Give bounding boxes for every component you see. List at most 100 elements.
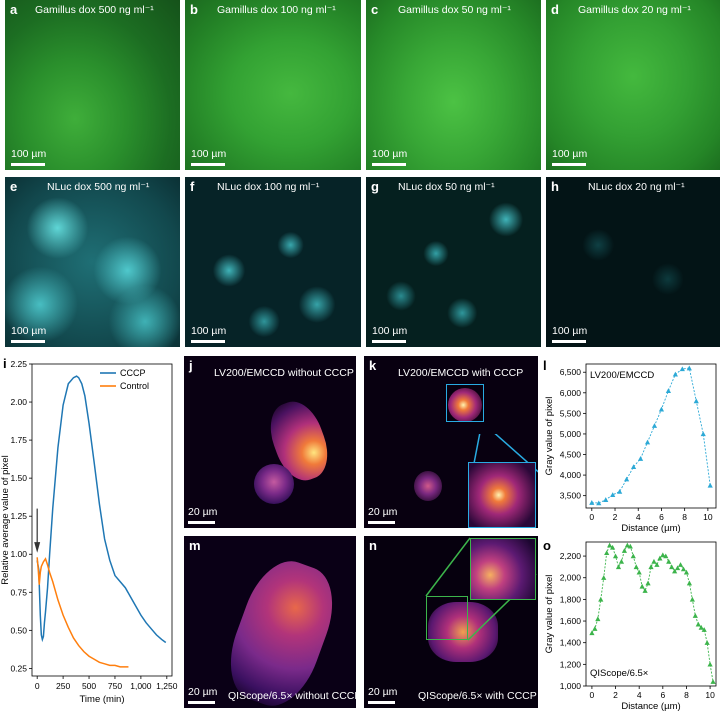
x-tick-label: 1,000 bbox=[130, 681, 152, 691]
data-point bbox=[633, 564, 639, 570]
y-tick-label: 6,000 bbox=[560, 388, 582, 398]
profile-line bbox=[591, 367, 711, 504]
y-tick-label: 1,000 bbox=[560, 681, 582, 691]
roi-box bbox=[426, 596, 468, 640]
x-tick-label: 500 bbox=[82, 681, 96, 691]
roi-box bbox=[446, 384, 484, 422]
y-tick-label: 2,000 bbox=[560, 573, 582, 583]
scale-bar-label: 20 µm bbox=[188, 506, 218, 518]
x-tick-label: 750 bbox=[108, 681, 122, 691]
data-point bbox=[637, 456, 644, 461]
panel-label-h: h bbox=[551, 179, 559, 194]
x-tick-label: 4 bbox=[637, 690, 642, 700]
plot-frame bbox=[585, 363, 717, 509]
x-tick-label: 0 bbox=[589, 512, 594, 522]
inset-zoom bbox=[470, 538, 536, 600]
y-tick-label: 0.75 bbox=[10, 587, 27, 597]
data-point bbox=[624, 542, 630, 548]
series-line-cccp bbox=[36, 375, 167, 644]
data-point bbox=[665, 388, 672, 393]
data-point bbox=[680, 566, 687, 572]
scale-bar-label: 100 µm bbox=[191, 325, 227, 337]
x-tick-label: 0 bbox=[590, 690, 595, 700]
x-tick-label: 250 bbox=[56, 681, 70, 691]
legend-label: CCCP bbox=[120, 368, 146, 378]
data-point bbox=[677, 562, 684, 567]
panel-n-image: n QIScope/6.5× with CCCP 20 µm bbox=[364, 536, 538, 708]
data-point bbox=[617, 488, 623, 494]
panel-title-n: QIScope/6.5× with CCCP bbox=[418, 690, 537, 702]
y-tick-label: 2.25 bbox=[10, 359, 27, 369]
cell-image bbox=[414, 471, 442, 501]
data-point bbox=[595, 616, 601, 622]
data-point bbox=[707, 482, 713, 488]
data-point bbox=[589, 630, 595, 636]
panel-h-image: h NLuc dox 20 ng ml⁻¹ 100 µm bbox=[546, 177, 720, 347]
panel-label-m: m bbox=[189, 538, 201, 553]
x-tick-label: 4 bbox=[636, 512, 641, 522]
data-point bbox=[621, 548, 628, 553]
panel-label-f: f bbox=[190, 179, 195, 194]
y-tick-label: 1,200 bbox=[560, 659, 582, 669]
data-point bbox=[698, 624, 704, 630]
x-axis-label: Distance (µm) bbox=[621, 523, 680, 534]
data-point bbox=[666, 558, 672, 564]
data-point bbox=[651, 558, 657, 564]
scale-bar-label: 100 µm bbox=[11, 148, 47, 160]
panel-e-image: e NLuc dox 500 ng ml⁻¹ 100 µm bbox=[5, 177, 180, 347]
chart-title: LV200/EMCCD bbox=[590, 370, 654, 381]
x-tick-label: 8 bbox=[682, 512, 687, 522]
panel-title-a: Gamillus dox 500 ng ml⁻¹ bbox=[35, 4, 154, 16]
scale-bar bbox=[372, 163, 406, 166]
data-point bbox=[693, 398, 699, 404]
panel-label-b: b bbox=[190, 2, 198, 17]
data-point bbox=[657, 555, 663, 561]
y-tick-label: 1.50 bbox=[10, 473, 27, 483]
data-point bbox=[651, 423, 658, 428]
plot-frame bbox=[585, 541, 717, 687]
panel-label-c: c bbox=[371, 2, 379, 17]
y-tick-label: 5,000 bbox=[560, 429, 582, 439]
panel-label-g: g bbox=[371, 179, 379, 194]
panel-j-image: j LV200/EMCCD without CCCP 20 µm bbox=[184, 356, 356, 528]
data-point bbox=[648, 564, 654, 570]
data-point bbox=[598, 596, 604, 602]
scale-bar-label: 100 µm bbox=[372, 148, 408, 160]
scale-bar bbox=[11, 163, 45, 166]
data-point bbox=[704, 640, 710, 645]
data-point bbox=[645, 580, 651, 586]
data-point bbox=[630, 464, 637, 470]
x-tick-label: 10 bbox=[705, 690, 715, 700]
y-tick-label: 0.25 bbox=[10, 663, 27, 673]
cell-image bbox=[216, 550, 347, 708]
cell-image bbox=[448, 388, 482, 422]
data-point bbox=[609, 544, 616, 550]
panel-k-image: k LV200/EMCCD with CCCP 20 µm bbox=[364, 356, 538, 528]
data-point bbox=[701, 627, 707, 632]
scale-bar bbox=[368, 701, 395, 704]
data-point bbox=[669, 564, 675, 570]
scale-bar-label: 20 µm bbox=[368, 686, 398, 698]
y-tick-label: 4,000 bbox=[560, 470, 582, 480]
series-line-control bbox=[36, 557, 129, 668]
chart-i: 0.25 0.50 0.75 1.00 1.25 1.50 1.75 2.00 2.25 0 250… bbox=[0, 359, 178, 705]
x-axis-label: Distance (µm) bbox=[621, 701, 680, 712]
legend-label: Control bbox=[120, 381, 149, 391]
y-tick-label: 3,500 bbox=[560, 491, 582, 501]
panel-label-n: n bbox=[369, 538, 377, 553]
data-point bbox=[618, 558, 625, 564]
data-point bbox=[692, 613, 698, 618]
y-axis-label: Gray value of pixel bbox=[544, 397, 555, 476]
scale-bar-label: 100 µm bbox=[11, 325, 47, 337]
y-tick-label: 0.50 bbox=[10, 625, 27, 635]
scale-bar bbox=[372, 340, 406, 343]
x-tick-label: 6 bbox=[659, 512, 664, 522]
data-point bbox=[700, 431, 706, 437]
data-point bbox=[663, 553, 669, 559]
scale-bar-label: 100 µm bbox=[552, 325, 588, 337]
scale-bar-label: 20 µm bbox=[188, 686, 218, 698]
panel-label-k: k bbox=[369, 358, 377, 373]
cell-image bbox=[428, 602, 498, 662]
y-tick-label: 1,400 bbox=[560, 638, 582, 648]
plot-frame bbox=[31, 363, 173, 677]
